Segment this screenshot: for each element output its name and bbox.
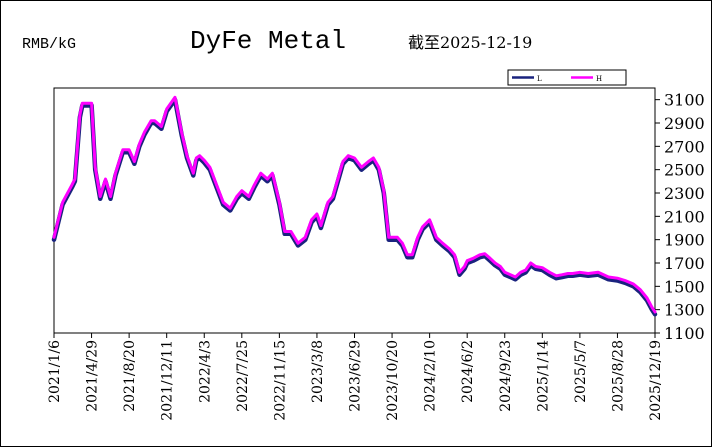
- x-tick-label: 2025/12/19: [648, 340, 664, 421]
- plot-border: [53, 87, 656, 334]
- series-line-low: [51, 97, 658, 317]
- y-tick-label: 3100: [664, 91, 705, 110]
- y-tick-label: 1500: [664, 277, 705, 296]
- unit-label: RMB/kG: [22, 36, 76, 53]
- as-of-date: 截至2025-12-19: [408, 33, 532, 52]
- chart-title: DyFe Metal: [190, 26, 346, 56]
- y-tick-label: 1300: [664, 301, 705, 320]
- x-tick-label: 2021/4/29: [85, 340, 101, 412]
- x-tick-label: 2022/7/25: [235, 340, 251, 412]
- y-axis: 1100 1300 1500 1700 1900 2100 2300 2500 2700 2900…: [655, 91, 705, 343]
- y-tick-label: 1900: [664, 231, 705, 250]
- y-tick-label: 2900: [664, 114, 705, 133]
- y-tick-label: 2700: [664, 137, 705, 156]
- x-tick-label: 2021/12/11: [160, 340, 176, 421]
- x-tick-label: 2023/6/29: [348, 340, 364, 412]
- x-tick-label: 2024/2/10: [423, 340, 439, 412]
- x-tick-label: 2023/10/20: [385, 340, 401, 421]
- x-tick-label: 2025/8/28: [610, 340, 626, 412]
- x-tick-label: 2023/3/8: [310, 340, 326, 403]
- x-tick-label: 2022/4/3: [197, 340, 213, 403]
- x-tick-label: 2024/6/2: [460, 340, 476, 403]
- legend-box: [507, 69, 627, 86]
- y-tick-label: 2300: [664, 184, 705, 203]
- x-tick-label: 2025/1/14: [535, 340, 551, 412]
- plot-area: [53, 87, 656, 334]
- x-tick-label: 2022/11/15: [272, 340, 288, 421]
- legend-label-low: L: [537, 75, 542, 83]
- y-tick-label: 2500: [664, 161, 705, 180]
- y-tick-label: 2100: [664, 207, 705, 226]
- x-axis: 2021/1/6 2021/4/29 2021/8/20 2021/12/11 2022…: [47, 333, 664, 421]
- series-line-high: [52, 95, 657, 314]
- x-tick-label: 2024/9/23: [498, 340, 514, 412]
- y-tick-label: 1700: [664, 254, 705, 273]
- series-group: [51, 95, 658, 317]
- x-tick-label: 2021/1/6: [47, 340, 63, 403]
- x-tick-label: 2025/5/7: [573, 340, 589, 403]
- legend: L H: [507, 69, 627, 86]
- legend-label-high: H: [596, 75, 602, 83]
- y-tick-label: 1100: [664, 324, 705, 343]
- x-tick-label: 2021/8/20: [122, 340, 138, 412]
